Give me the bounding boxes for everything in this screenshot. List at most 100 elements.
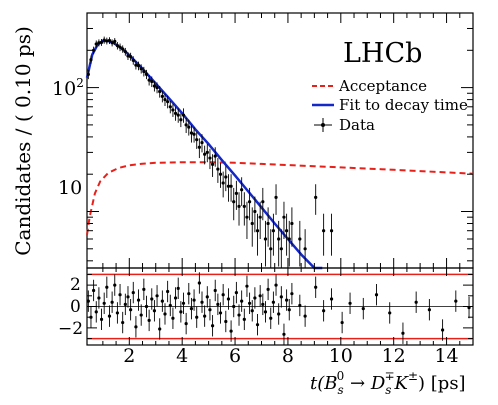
data-point	[240, 177, 244, 206]
data-point	[89, 55, 93, 65]
pull-point	[229, 320, 233, 342]
data-point	[221, 171, 225, 198]
data-point	[158, 86, 162, 98]
data-point	[192, 127, 196, 143]
data-point	[210, 154, 215, 177]
pull-point	[184, 312, 188, 335]
pull-point	[94, 301, 98, 323]
data-point	[131, 56, 135, 65]
data-point	[107, 37, 112, 44]
pull-point	[329, 288, 334, 310]
pull-point	[121, 311, 125, 334]
legend-data-label: Data	[339, 116, 375, 134]
pull-point	[102, 292, 106, 314]
pull-point	[181, 292, 186, 314]
data-point	[147, 75, 151, 86]
data-point	[287, 220, 291, 267]
data-point	[92, 46, 96, 55]
data-point	[200, 134, 204, 153]
pull-tick-label-minus2: −2	[58, 319, 83, 339]
data-point	[168, 100, 172, 114]
x-tick-labels: 2 4 6 8 10 12 14	[123, 345, 458, 367]
main-panel: 102 10 Candidates / ( 0.10 ps) LHCb Acce…	[11, 12, 474, 270]
pull-point	[126, 286, 130, 308]
main-y-ticks	[87, 12, 473, 262]
pull-point	[232, 295, 236, 318]
pull-point	[427, 299, 431, 321]
pull-point	[195, 306, 199, 328]
pull-point	[86, 290, 90, 312]
data-point	[224, 165, 228, 192]
x-tick-label: 12	[382, 345, 406, 367]
pull-point	[176, 277, 180, 300]
y-tick-label-10: 10	[58, 177, 82, 199]
pull-point	[361, 297, 365, 320]
pull-point	[203, 305, 207, 327]
pull-point	[147, 309, 151, 332]
legend: Acceptance Fit to decay time Data	[312, 77, 468, 134]
pull-point	[266, 278, 270, 301]
pull-point	[197, 272, 201, 294]
data-point	[86, 69, 90, 80]
pull-point	[282, 323, 286, 345]
pull-point	[97, 287, 101, 309]
pull-point	[401, 322, 405, 344]
pull-point	[237, 304, 241, 326]
pull-point	[110, 291, 114, 313]
pull-point	[279, 286, 283, 308]
pull-point	[208, 299, 212, 321]
pull-point	[440, 319, 445, 341]
data-point	[205, 144, 209, 163]
pull-point	[314, 276, 318, 298]
pull-point	[271, 291, 275, 313]
pull-tick-label-0: 0	[70, 297, 81, 317]
acceptance-curve	[86, 161, 474, 235]
data-point	[150, 76, 154, 88]
pull-point	[247, 292, 252, 314]
data-point	[155, 82, 159, 94]
data-point	[189, 124, 194, 143]
data-point	[247, 187, 252, 221]
pull-panel: 2 0 −2	[58, 267, 474, 346]
pull-point	[240, 290, 244, 312]
pull-point	[216, 293, 220, 316]
pull-point	[263, 301, 268, 323]
pull-point	[234, 281, 238, 304]
pull-point	[269, 307, 273, 329]
data-point	[121, 45, 125, 53]
x-tick-label: 8	[282, 345, 294, 367]
data-point	[97, 39, 101, 47]
pull-point	[213, 279, 217, 302]
data-point	[115, 42, 120, 50]
pull-point	[253, 287, 257, 309]
data-point	[279, 229, 283, 268]
pull-point	[274, 274, 278, 296]
data-point	[187, 119, 191, 136]
data-point	[208, 148, 212, 170]
data-point	[142, 66, 146, 77]
data-point	[290, 207, 294, 247]
legend-acceptance-label: Acceptance	[338, 77, 427, 95]
y-tick-label-100: 102	[52, 76, 84, 100]
x-tick-label: 6	[229, 345, 241, 367]
pull-point	[277, 303, 281, 325]
data-point	[197, 138, 201, 159]
data-point	[242, 192, 246, 226]
pull-point	[374, 284, 379, 306]
pull-point	[99, 308, 104, 331]
pull-point	[113, 274, 117, 296]
data-point	[232, 187, 236, 221]
main-x-ticks	[102, 13, 474, 268]
data-point	[184, 117, 188, 134]
pull-point	[139, 304, 143, 326]
pull-point	[163, 303, 167, 325]
pull-point	[454, 290, 458, 312]
pull-point	[187, 282, 191, 305]
pull-point	[179, 301, 183, 323]
pull-point	[107, 305, 112, 327]
pull-point	[298, 294, 302, 317]
data-point	[229, 174, 233, 202]
data-point	[285, 213, 289, 256]
pull-point	[123, 293, 127, 316]
